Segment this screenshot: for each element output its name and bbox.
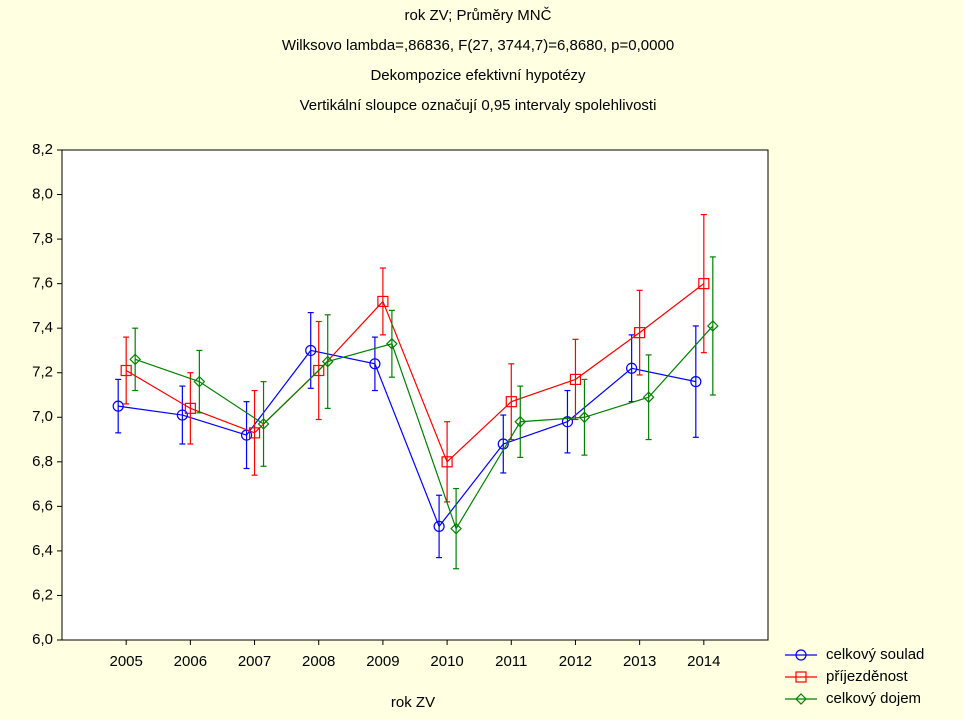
y-tick-label: 6,0 [32, 631, 53, 648]
data-point [569, 373, 582, 386]
data-point [305, 344, 317, 357]
error-bar [115, 378, 122, 434]
x-tick-label: 2010 [430, 653, 463, 670]
y-tick-label: 6,8 [32, 453, 53, 470]
error-bar [371, 336, 378, 392]
x-tick-label: 2011 [495, 653, 527, 670]
data-point [184, 402, 196, 414]
error-bar [379, 267, 386, 336]
error-bar [260, 381, 267, 467]
y-tick-label: 7,2 [32, 364, 53, 381]
data-point [321, 355, 334, 368]
data-point [257, 418, 270, 430]
y-tick-label: 7,4 [32, 319, 53, 336]
x-tick-label: 2014 [687, 653, 720, 670]
data-point [313, 364, 325, 377]
data-point [642, 391, 655, 404]
data-point [690, 376, 702, 388]
data-point [626, 362, 638, 374]
data-point [120, 364, 132, 377]
data-point [706, 320, 719, 332]
y-tick-label: 8,2 [32, 141, 53, 158]
data-point [112, 400, 124, 412]
data-point [176, 409, 188, 421]
y-tick-label: 6,2 [32, 586, 53, 603]
y-tick-label: 8,0 [32, 186, 53, 203]
error-bar [123, 336, 130, 405]
data-point [129, 353, 142, 366]
legend-label: celkový soulad [826, 646, 924, 663]
error-bar [132, 327, 139, 392]
data-point [578, 411, 591, 424]
chart-subtitle: Vertikální sloupce označují 0,95 interva… [300, 97, 657, 114]
error-bar [700, 213, 707, 354]
chart-subtitle: Wilksovo lambda=,86836, F(27, 3744,7)=6,… [282, 37, 674, 54]
x-tick-label: 2009 [366, 653, 399, 670]
data-point [561, 416, 574, 428]
data-point [248, 427, 261, 439]
error-bar [453, 487, 460, 570]
error-bar [517, 385, 524, 458]
data-point [369, 358, 381, 370]
legend-label: celkový dojem [826, 690, 921, 707]
data-point [377, 295, 389, 308]
error-bar [572, 338, 579, 421]
series-line [134, 325, 714, 531]
series-line [118, 349, 696, 528]
x-axis-label: rok ZV [391, 694, 435, 711]
legend-marker [795, 671, 807, 683]
error-bar [388, 309, 395, 378]
error-bar [564, 389, 571, 454]
x-tick-label: 2012 [559, 653, 592, 670]
error-bar [709, 256, 716, 396]
error-bar [196, 349, 203, 414]
legend-marker [795, 693, 807, 705]
legend-marker [795, 649, 807, 661]
x-tick-label: 2013 [623, 653, 656, 670]
series-line [125, 283, 705, 463]
data-point [698, 278, 710, 290]
data-point [505, 396, 517, 408]
chart-subtitle: Dekompozice efektivní hypotézy [370, 67, 586, 84]
error-bar [179, 385, 186, 445]
data-point [441, 456, 453, 468]
x-tick-label: 2005 [109, 653, 142, 670]
data-point [514, 415, 527, 428]
legend-label: příjezděnost [826, 668, 909, 685]
error-bar [436, 494, 443, 559]
y-tick-label: 6,4 [32, 542, 53, 559]
data-point [433, 520, 445, 533]
error-bar [251, 389, 258, 476]
error-bar [636, 289, 643, 376]
data-point [386, 337, 398, 350]
x-tick-label: 2007 [238, 653, 271, 670]
data-point [450, 522, 462, 535]
y-tick-label: 7,0 [32, 408, 53, 425]
chart-title: rok ZV; Průměry MNČ [405, 7, 552, 24]
y-tick-label: 7,8 [32, 230, 53, 247]
data-point [193, 375, 206, 388]
error-bar [324, 314, 331, 409]
error-bar [187, 372, 194, 445]
error-bar [581, 378, 588, 456]
error-bar [307, 311, 314, 389]
y-tick-label: 6,6 [32, 497, 53, 514]
error-bar [645, 354, 652, 441]
error-bar [500, 414, 507, 474]
x-tick-label: 2006 [174, 653, 207, 670]
data-point [634, 327, 646, 339]
x-tick-label: 2008 [302, 653, 335, 670]
y-tick-label: 7,6 [32, 275, 53, 292]
